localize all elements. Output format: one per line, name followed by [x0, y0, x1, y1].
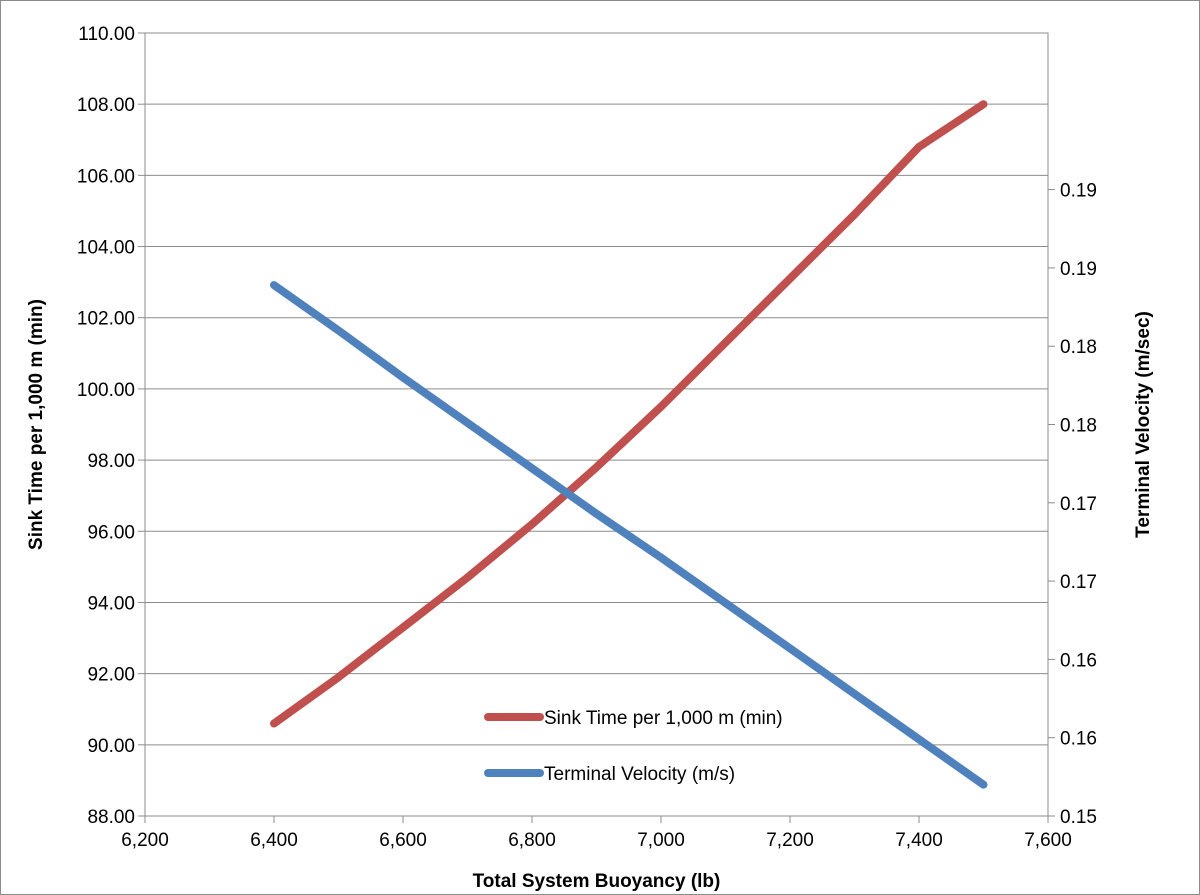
- y2-tick-label: 0.18: [1060, 416, 1097, 437]
- legend-label-terminal-velocity: Terminal Velocity (m/s): [544, 764, 735, 785]
- x-axis-title: Total System Buoyancy (lb): [473, 871, 721, 892]
- y-tick-label: 92.00: [87, 665, 135, 686]
- axis-layer: 88.00 90.00 92.00 94.00 96.00 98.00 100.00 102.…: [77, 24, 1097, 851]
- y-tick-label: 110.00: [78, 24, 135, 45]
- y2-tick-label: 0.17: [1060, 494, 1097, 515]
- y-axis-title: Sink Time per 1,000 m (min): [26, 299, 47, 550]
- y-tick-label: 90.00: [87, 736, 135, 757]
- x-tick-label: 7,400: [895, 830, 943, 851]
- x-tick-label: 7,200: [766, 830, 814, 851]
- x-tick-label: 6,600: [379, 830, 427, 851]
- legend-label-sink-time: Sink Time per 1,000 m (min): [544, 708, 783, 729]
- y2-tick-label: 0.15: [1060, 807, 1097, 828]
- y-tick-label: 96.00: [87, 522, 135, 543]
- series-layer: [270, 100, 988, 789]
- x-tick-label: 6,400: [250, 830, 298, 851]
- x-tick-label: 6,800: [508, 830, 556, 851]
- y2-tick-label: 0.17: [1060, 572, 1097, 593]
- y2-tick-label: 0.19: [1060, 181, 1097, 202]
- x-tick-label: 6,200: [121, 830, 169, 851]
- y-tick-label: 88.00: [87, 807, 135, 828]
- y-tick-label: 106.00: [77, 166, 135, 187]
- y2-tick-label: 0.19: [1060, 259, 1097, 280]
- series-line-sink-time: [270, 100, 988, 728]
- series-line-terminal-velocity: [270, 281, 988, 789]
- y-tick-label: 108.00: [77, 95, 135, 116]
- y-tick-label: 98.00: [87, 451, 135, 472]
- y2-tick-label: 0.18: [1060, 337, 1097, 358]
- x-tick-label: 7,600: [1024, 830, 1072, 851]
- y2-axis-title: Terminal Velocity (m/sec): [1133, 311, 1154, 538]
- y-tick-label: 94.00: [87, 593, 135, 614]
- x-tick-label: 7,000: [637, 830, 685, 851]
- y2-tick-label: 0.16: [1060, 650, 1097, 671]
- y-tick-label: 102.00: [77, 309, 135, 330]
- y-tick-label: 100.00: [77, 380, 135, 401]
- legend: Sink Time per 1,000 m (min) Terminal Velo…: [484, 708, 783, 785]
- y-tick-label: 104.00: [77, 238, 135, 259]
- y2-tick-label: 0.16: [1060, 729, 1097, 750]
